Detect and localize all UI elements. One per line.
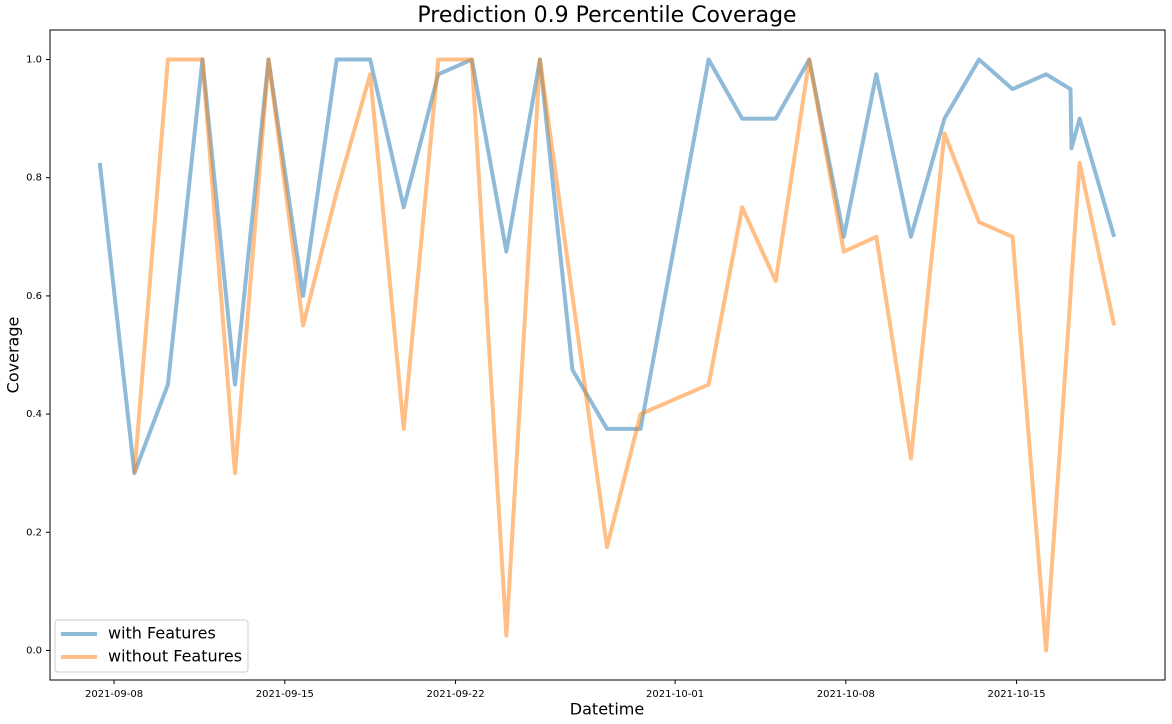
- plot-frame: [49, 29, 1166, 681]
- x-tick-label: 2021-09-08: [85, 689, 143, 700]
- x-tick-label: 2021-09-15: [256, 689, 314, 700]
- x-tick-label: 2021-10-15: [988, 689, 1046, 700]
- y-tick-label: 0.4: [26, 409, 42, 420]
- y-tick-label: 0.8: [26, 173, 42, 184]
- y-tick-label: 0.0: [26, 645, 42, 656]
- x-tick-label: 2021-10-08: [817, 689, 875, 700]
- x-tick-label: 2021-09-22: [426, 689, 484, 700]
- y-tick-label: 0.6: [26, 291, 42, 302]
- y-tick-label: 0.2: [26, 527, 42, 538]
- y-axis-label: Coverage: [4, 317, 23, 394]
- x-axis-label: Datetime: [570, 700, 644, 719]
- x-tick-label: 2021-10-01: [646, 689, 704, 700]
- legend-label: without Features: [108, 647, 242, 666]
- y-tick-label: 1.0: [26, 55, 42, 66]
- chart-title: Prediction 0.9 Percentile Coverage: [417, 3, 796, 28]
- legend-label: with Features: [108, 624, 216, 643]
- line: [132, 57, 1117, 653]
- legend-box: [54, 619, 249, 673]
